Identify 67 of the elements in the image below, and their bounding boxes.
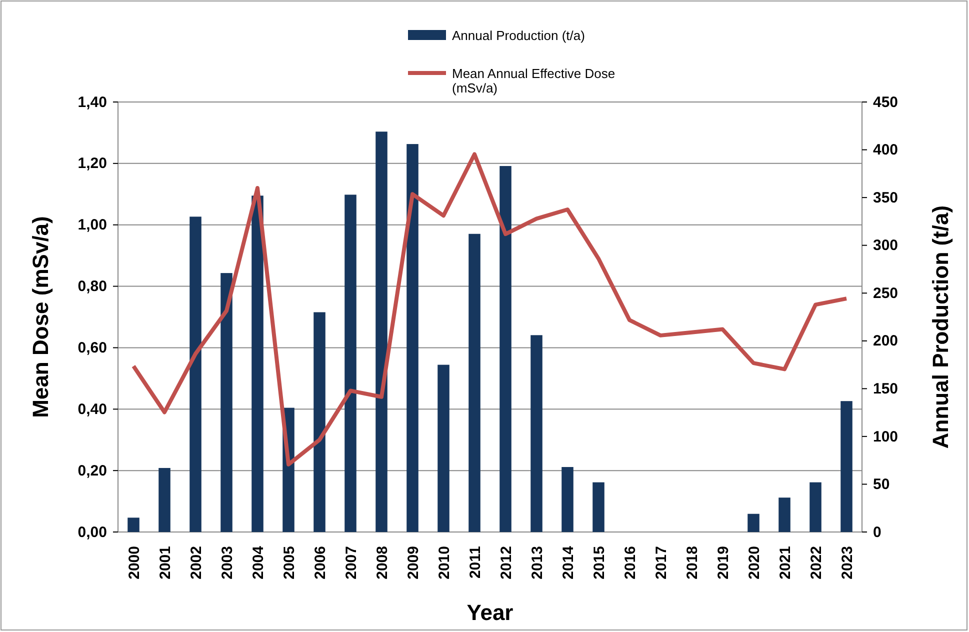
x-tick-label: 2005 <box>280 546 298 580</box>
x-tick-label: 2009 <box>404 546 422 580</box>
y2-tick-label: 50 <box>873 476 890 494</box>
bar <box>468 234 480 532</box>
y-tick-label: 0,40 <box>78 400 107 418</box>
x-tick-label: 2002 <box>188 546 205 580</box>
x-tick-label: 2010 <box>436 546 453 580</box>
bar <box>592 482 604 532</box>
x-tick-label: 2019 <box>714 546 732 580</box>
y2-tick-label: 150 <box>873 380 898 398</box>
bar <box>344 194 356 532</box>
y2-tick-label: 450 <box>873 94 898 111</box>
y-tick-label: 0,20 <box>78 462 107 480</box>
y-tick-label: 0,80 <box>78 278 107 296</box>
y2-tick-label: 250 <box>873 284 898 302</box>
bar <box>530 335 542 532</box>
y-axis-title: Mean Dose (mSv/a) <box>28 216 53 418</box>
y-tick-label: 1,40 <box>78 94 107 111</box>
bar <box>748 514 760 532</box>
x-tick-label: 2003 <box>218 546 236 580</box>
bar <box>438 364 450 532</box>
x-tick-label: 2000 <box>126 546 143 580</box>
x-tick-label: 2021 <box>776 546 794 580</box>
x-tick-label: 2011 <box>466 546 484 579</box>
x-axis-title: Year <box>466 600 514 625</box>
bar <box>500 166 512 532</box>
x-tick-label: 2012 <box>498 546 515 580</box>
x-tick-label: 2018 <box>684 546 701 580</box>
y2-tick-label: 0 <box>873 524 882 541</box>
x-tick-label: 2020 <box>746 546 763 580</box>
legend-label: Annual Production (t/a) <box>452 28 585 43</box>
y2-tick-label: 100 <box>873 428 898 446</box>
bar <box>314 312 326 532</box>
x-tick-label: 2017 <box>652 546 670 580</box>
y-tick-label: 0,00 <box>78 524 107 541</box>
bar <box>220 273 232 532</box>
y2-axis-title: Annual Production (t/a) <box>928 205 953 449</box>
y2-tick-label: 300 <box>873 237 898 254</box>
bar <box>190 216 202 532</box>
x-tick-label: 2022 <box>808 546 825 580</box>
bar <box>376 132 388 532</box>
x-tick-label: 2006 <box>312 546 329 580</box>
bar <box>840 401 852 532</box>
y-tick-label: 1,20 <box>78 155 107 172</box>
bar <box>406 144 418 532</box>
bar <box>562 467 574 532</box>
y-tick-label: 1,00 <box>78 216 107 234</box>
bar <box>252 196 264 532</box>
bar <box>810 482 822 532</box>
legend-label: Mean Annual Effective Dose (mSv/a) <box>452 66 616 96</box>
x-tick-label: 2013 <box>528 546 546 580</box>
line-series <box>132 152 848 466</box>
x-tick-label: 2001 <box>156 546 174 580</box>
x-tick-label: 2015 <box>590 546 608 580</box>
x-tick-label: 2016 <box>622 546 639 580</box>
x-tick-label: 2014 <box>560 545 577 580</box>
x-tick-label: 2007 <box>342 546 360 580</box>
y2-tick-label: 350 <box>873 189 898 206</box>
bar <box>778 498 790 532</box>
x-tick-label: 2008 <box>374 546 391 580</box>
y2-tick-label: 400 <box>873 142 898 159</box>
bar <box>128 518 140 532</box>
bar <box>158 468 170 532</box>
x-tick-label: 2004 <box>250 545 267 580</box>
y-tick-label: 0,60 <box>78 340 107 357</box>
y2-tick-label: 200 <box>873 332 898 350</box>
x-tick-label: 2023 <box>838 546 856 580</box>
